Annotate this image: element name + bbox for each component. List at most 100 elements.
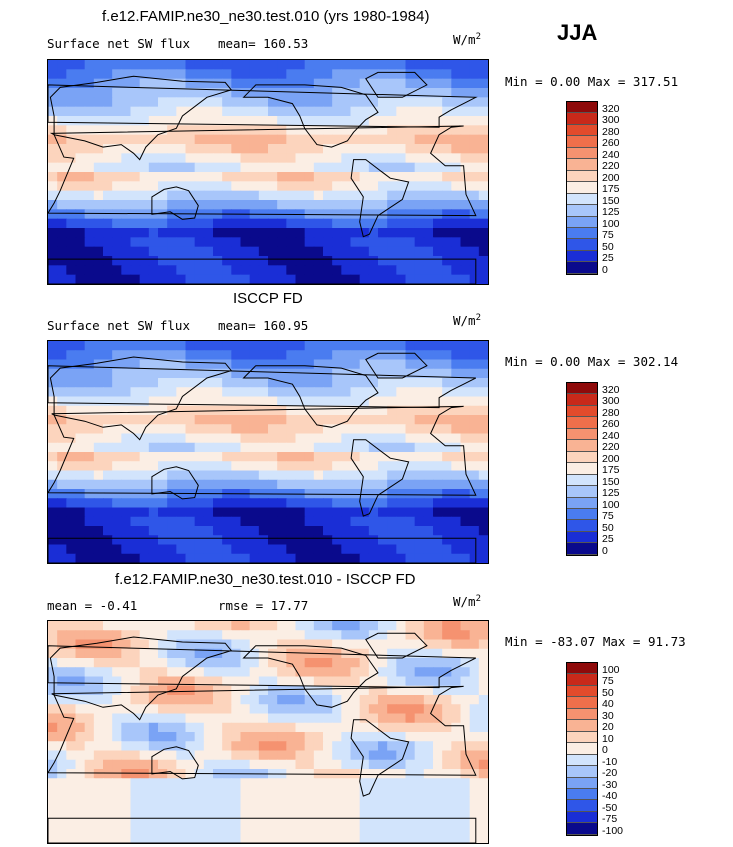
colorbar-swatch	[567, 147, 597, 160]
coastline	[151, 466, 199, 500]
panel-2-title: ISCCP FD	[233, 290, 303, 307]
colorbar-swatch	[567, 383, 597, 395]
colorbar-tick-label: 220	[602, 160, 620, 173]
coastline	[242, 645, 379, 708]
colorbar-tick-label: 20	[602, 721, 614, 734]
colorbar-tick-label: 260	[602, 137, 620, 150]
panel-1-minmax: Min = 0.00 Max = 317.51	[505, 74, 679, 89]
colorbar-swatches	[566, 101, 598, 275]
panel-3-minmax: Min = -83.07 Max = 91.73	[505, 634, 686, 649]
coastline	[48, 405, 477, 496]
colorbar-tick-label: 50	[602, 521, 614, 534]
colorbar-tick-label: 300	[602, 395, 620, 408]
colorbar-tick-label: 320	[602, 384, 620, 396]
panel-2-mean-label: mean= 160.95	[218, 318, 309, 333]
colorbar-tick-label: 240	[602, 429, 620, 442]
panel-2-contour-map	[47, 340, 489, 564]
colorbar-tick-label: 25	[602, 533, 614, 546]
colorbar-swatch	[567, 159, 597, 171]
season-label: JJA	[557, 20, 598, 45]
coastline	[48, 537, 477, 563]
coastline	[365, 632, 428, 659]
colorbar-swatch	[567, 170, 597, 183]
colorbar-tick-label: 240	[602, 148, 620, 161]
colorbar-swatch	[567, 543, 597, 555]
colorbar-swatch	[567, 486, 597, 498]
colorbar-swatch	[567, 674, 597, 686]
colorbar-tick-label: -50	[602, 801, 618, 814]
colorbar-swatch	[567, 405, 597, 418]
panel-1-mean-label: mean= 160.53	[218, 36, 309, 51]
colorbar-swatch	[567, 697, 597, 709]
coastline	[151, 186, 199, 220]
colorbar-tick-label: 0	[602, 263, 608, 276]
colorbar-swatch	[567, 394, 597, 406]
colorbar-tick-label: 100	[602, 664, 620, 676]
colorbar-tick-label: 150	[602, 194, 620, 207]
colorbar-tick-label: 50	[602, 240, 614, 253]
colorbar-swatch	[567, 474, 597, 487]
colorbar-swatch	[567, 451, 597, 464]
colorbar-swatch	[567, 428, 597, 441]
colorbar-swatch	[567, 262, 597, 274]
colorbar-swatch	[567, 708, 597, 721]
colorbar-tick-label: 200	[602, 452, 620, 465]
panel-3-contour-map	[47, 620, 489, 844]
colorbar-swatch	[567, 216, 597, 228]
colorbar-tick-label: -75	[602, 813, 618, 826]
coastline	[49, 356, 233, 441]
coastline	[350, 719, 410, 797]
colorbar-swatch	[567, 811, 597, 824]
coastline	[350, 439, 410, 517]
colorbar-swatch	[567, 663, 597, 675]
colorbar-swatch	[567, 531, 597, 544]
colorbar-swatch	[567, 463, 597, 475]
colorbar-tick-label: 280	[602, 125, 620, 138]
colorbar-swatch	[567, 800, 597, 812]
colorbar-tick-label: 30	[602, 709, 614, 722]
colorbar-tick-label: 260	[602, 418, 620, 431]
panel-2-variable-label: Surface net SW flux	[47, 318, 190, 333]
colorbar-tick-label: 100	[602, 498, 620, 511]
coastline	[365, 352, 428, 379]
colorbar-swatch	[567, 417, 597, 429]
colorbar-tick-label: 0	[602, 544, 608, 557]
colorbar-tick-label: 75	[602, 675, 614, 688]
colorbar-swatch	[567, 743, 597, 755]
colorbar-tick-label: 0	[602, 744, 608, 757]
colorbar-swatch	[567, 508, 597, 521]
colorbar-swatches	[566, 662, 598, 836]
colorbar-swatches	[566, 382, 598, 556]
colorbar-tick-label: 40	[602, 698, 614, 711]
coastline	[49, 75, 233, 161]
coastline	[48, 817, 477, 843]
coastline	[48, 84, 478, 128]
panel-2-units: W/m2	[453, 313, 481, 329]
colorbar-swatch	[567, 520, 597, 532]
coastline	[350, 159, 410, 238]
colorbar-swatch	[567, 685, 597, 698]
contour-field	[48, 341, 488, 563]
panel-1-units: W/m2	[453, 32, 481, 48]
colorbar-swatch	[567, 227, 597, 240]
panel-1-title: f.e12.FAMIP.ne30_ne30.test.010 (yrs 1980…	[102, 8, 430, 25]
colorbar-swatch	[567, 102, 597, 114]
colorbar-swatch	[567, 205, 597, 217]
coastline	[48, 365, 477, 409]
panel-3-units: W/m2	[453, 594, 481, 610]
colorbar-swatch	[567, 731, 597, 744]
coastline	[365, 71, 428, 98]
colorbar-swatch	[567, 766, 597, 778]
colorbar-tick-label: 220	[602, 441, 620, 454]
colorbar-tick-label: -20	[602, 767, 618, 780]
coastline	[151, 746, 199, 780]
panel-3-title: f.e12.FAMIP.ne30_ne30.test.010 - ISCCP F…	[115, 571, 416, 588]
colorbar-swatch	[567, 193, 597, 206]
colorbar-tick-label: -10	[602, 755, 618, 768]
colorbar-swatch	[567, 113, 597, 125]
colorbar-tick-label: 100	[602, 217, 620, 230]
colorbar-tick-label: 125	[602, 206, 620, 219]
colorbar-swatch	[567, 136, 597, 148]
contour-field	[48, 60, 488, 284]
contour-field	[48, 621, 488, 843]
